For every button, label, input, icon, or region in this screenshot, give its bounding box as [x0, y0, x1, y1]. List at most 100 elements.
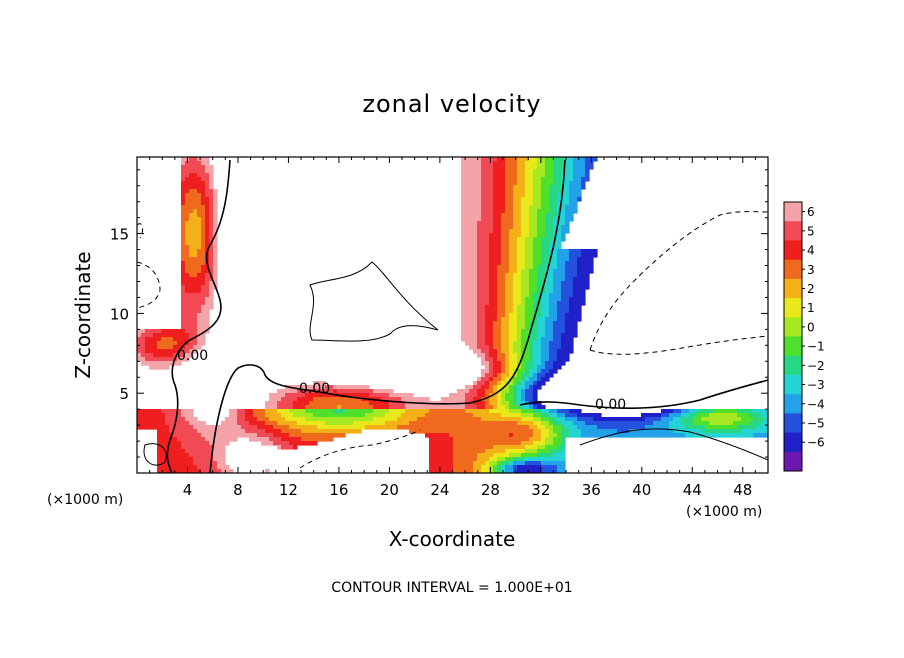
- heatmap-cell: [261, 409, 266, 414]
- heatmap-cell: [469, 253, 474, 258]
- heatmap-cell: [549, 437, 554, 442]
- heatmap-cell: [493, 465, 498, 470]
- heatmap-cell: [513, 421, 518, 426]
- heatmap-cell: [201, 229, 206, 234]
- heatmap-cell: [569, 261, 574, 266]
- heatmap-cell: [433, 457, 438, 462]
- heatmap-cell: [729, 417, 734, 422]
- heatmap-cell: [497, 257, 502, 262]
- heatmap-cell: [753, 433, 758, 438]
- heatmap-cell: [185, 313, 190, 318]
- heatmap-cell: [581, 273, 586, 278]
- heatmap-cell: [569, 305, 574, 310]
- heatmap-cell: [577, 257, 582, 262]
- heatmap-cell: [301, 425, 306, 430]
- heatmap-cell: [581, 165, 586, 170]
- x-tick-label: 12: [279, 481, 298, 499]
- heatmap-cell: [161, 453, 166, 458]
- heatmap-cell: [729, 421, 734, 426]
- heatmap-cell: [641, 417, 646, 422]
- heatmap-cell: [485, 329, 490, 334]
- heatmap-cell: [509, 245, 514, 250]
- heatmap-cell: [517, 421, 522, 426]
- heatmap-cell: [161, 421, 166, 426]
- heatmap-cell: [517, 417, 522, 422]
- heatmap-cell: [673, 425, 678, 430]
- heatmap-cell: [445, 461, 450, 466]
- heatmap-cell: [553, 349, 558, 354]
- heatmap-cell: [189, 185, 194, 190]
- heatmap-cell: [493, 209, 498, 214]
- heatmap-cell: [345, 385, 350, 390]
- heatmap-cell: [465, 193, 470, 198]
- heatmap-cell: [425, 433, 430, 438]
- heatmap-cell: [469, 433, 474, 438]
- heatmap-cell: [469, 165, 474, 170]
- heatmap-cell: [565, 253, 570, 258]
- heatmap-cell: [517, 221, 522, 226]
- heatmap-cell: [429, 417, 434, 422]
- heatmap-cell: [469, 325, 474, 330]
- heatmap-cell: [545, 245, 550, 250]
- heatmap-cell: [197, 321, 202, 326]
- heatmap-cell: [449, 417, 454, 422]
- heatmap-cell: [513, 453, 518, 458]
- heatmap-cell: [693, 413, 698, 418]
- heatmap-cell: [485, 417, 490, 422]
- heatmap-cell: [529, 369, 534, 374]
- heatmap-cell: [457, 465, 462, 470]
- heatmap-cell: [461, 325, 466, 330]
- heatmap-cell: [537, 417, 542, 422]
- heatmap-cell: [509, 441, 514, 446]
- heatmap-cell: [669, 417, 674, 422]
- heatmap-cell: [545, 409, 550, 414]
- heatmap-cell: [529, 249, 534, 254]
- heatmap-cell: [669, 409, 674, 414]
- heatmap-cell: [497, 453, 502, 458]
- heatmap-cell: [569, 417, 574, 422]
- heatmap-cell: [489, 289, 494, 294]
- heatmap-cell: [557, 301, 562, 306]
- heatmap-cell: [505, 273, 510, 278]
- heatmap-cell: [525, 209, 530, 214]
- heatmap-cell: [189, 421, 194, 426]
- colorbar-label: 5: [807, 224, 815, 238]
- heatmap-cell: [209, 181, 214, 186]
- heatmap-cell: [513, 209, 518, 214]
- heatmap-cell: [205, 213, 210, 218]
- heatmap-cell: [489, 445, 494, 450]
- heatmap-cell: [525, 421, 530, 426]
- heatmap-cell: [541, 273, 546, 278]
- heatmap-cell: [169, 425, 174, 430]
- heatmap-cell: [197, 241, 202, 246]
- heatmap-cell: [461, 333, 466, 338]
- heatmap-cell: [529, 389, 534, 394]
- heatmap-cell: [209, 249, 214, 254]
- heatmap-cell: [501, 257, 506, 262]
- heatmap-cell: [265, 429, 270, 434]
- heatmap-cell: [197, 261, 202, 266]
- heatmap-cell: [573, 201, 578, 206]
- heatmap-cell: [209, 289, 214, 294]
- heatmap-cell: [225, 417, 230, 422]
- heatmap-cell: [289, 437, 294, 442]
- heatmap-cell: [161, 437, 166, 442]
- heatmap-cell: [145, 329, 150, 334]
- heatmap-cell: [517, 405, 522, 410]
- heatmap-cell: [189, 245, 194, 250]
- heatmap-cell: [505, 329, 510, 334]
- heatmap-cell: [329, 401, 334, 406]
- heatmap-cell: [201, 209, 206, 214]
- heatmap-cell: [185, 413, 190, 418]
- heatmap-cell: [325, 405, 330, 410]
- heatmap-cell: [385, 409, 390, 414]
- heatmap-cell: [497, 437, 502, 442]
- heatmap-cell: [745, 417, 750, 422]
- heatmap-cell: [141, 341, 146, 346]
- heatmap-cell: [473, 209, 478, 214]
- heatmap-cell: [585, 417, 590, 422]
- colorbar-label: 3: [807, 263, 815, 277]
- heatmap-cell: [305, 421, 310, 426]
- heatmap-cell: [537, 421, 542, 426]
- heatmap-cell: [205, 209, 210, 214]
